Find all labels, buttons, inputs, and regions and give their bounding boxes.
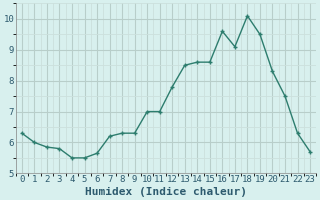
X-axis label: Humidex (Indice chaleur): Humidex (Indice chaleur) bbox=[85, 186, 247, 197]
